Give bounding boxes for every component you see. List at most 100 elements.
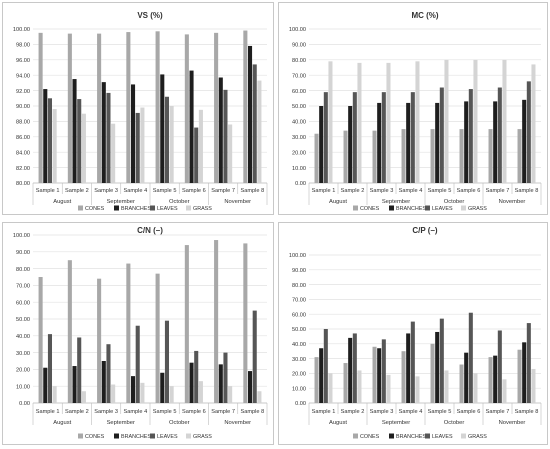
y-tick-label: 92.00 xyxy=(16,89,30,95)
chart-cp: C/P (–) 0.00 10.00 20.00 30.00 40.00 50.00 60.0… xyxy=(289,226,542,440)
legend-label: LEAVES xyxy=(157,206,178,212)
bar-leaves xyxy=(164,96,170,183)
bar-cones xyxy=(430,129,435,183)
bar-leaves xyxy=(410,321,415,403)
y-tick-label: 20.00 xyxy=(292,150,306,156)
bar-grass xyxy=(531,64,536,183)
bar-grass xyxy=(386,62,391,183)
bar-cones xyxy=(67,260,72,403)
legend-swatch xyxy=(186,433,191,439)
y-tick-label: 96.00 xyxy=(16,58,30,64)
bar-grass xyxy=(415,376,420,403)
x-tick-label: Sample 2 xyxy=(341,409,365,415)
x-tick-label: Sample 6 xyxy=(182,188,206,194)
legend-swatch xyxy=(389,433,394,439)
y-tick-label: 84.00 xyxy=(16,150,30,156)
x-tick-label: Sample 3 xyxy=(94,409,118,415)
legend-swatch xyxy=(425,205,430,211)
y-tick-label: 60.00 xyxy=(16,300,30,306)
legend-swatch xyxy=(186,205,191,211)
bar-branches xyxy=(72,79,77,183)
y-tick-label: 90.00 xyxy=(16,250,30,256)
bar-grass xyxy=(357,62,362,183)
bar-cones xyxy=(343,363,348,403)
bar-cones xyxy=(517,349,522,403)
bar-cones xyxy=(214,240,219,403)
bar-branches xyxy=(406,102,411,183)
legend-swatch xyxy=(389,205,394,211)
legend-label: CONES xyxy=(85,206,105,212)
x-tick-label: Sample 5 xyxy=(153,188,177,194)
bar-leaves xyxy=(47,334,53,403)
bar-cones xyxy=(372,346,377,403)
x-tick-label: Sample 5 xyxy=(428,188,452,194)
bar-leaves xyxy=(223,352,228,403)
bar-branches xyxy=(160,74,165,183)
y-tick-label: 86.00 xyxy=(16,135,30,141)
y-tick-label: 90.00 xyxy=(292,43,306,49)
bar-grass xyxy=(52,109,57,183)
legend-label: LEAVES xyxy=(432,206,453,212)
bar-grass xyxy=(140,107,145,183)
bar-branches xyxy=(464,101,469,183)
x-tick-label: Sample 7 xyxy=(486,188,510,194)
x-tick-label: Sample 1 xyxy=(312,409,336,415)
y-tick-label: 30.00 xyxy=(292,135,306,141)
bar-branches xyxy=(348,106,353,183)
bar-branches xyxy=(218,364,223,403)
bar-branches xyxy=(493,101,498,183)
bar-branches xyxy=(319,106,324,183)
legend-label: CONES xyxy=(360,434,380,440)
bar-grass xyxy=(198,381,203,403)
legend-label: CONES xyxy=(85,434,105,440)
bar-branches xyxy=(189,362,194,403)
group-label: August xyxy=(53,199,71,205)
x-tick-label: Sample 7 xyxy=(211,409,235,415)
bar-branches xyxy=(43,367,48,403)
x-tick-label: Sample 6 xyxy=(457,409,481,415)
bar-leaves xyxy=(468,312,473,403)
bar-cones xyxy=(459,364,464,403)
y-tick-label: 80.00 xyxy=(16,181,30,187)
group-label: August xyxy=(329,420,347,426)
bar-cones xyxy=(67,33,72,184)
bar-leaves xyxy=(194,127,199,183)
bar-branches xyxy=(189,70,194,183)
y-tick-label: 0.00 xyxy=(295,181,306,187)
group-label: October xyxy=(169,420,190,426)
bar-leaves xyxy=(135,112,140,183)
bar-branches xyxy=(377,102,382,183)
bar-cones xyxy=(155,31,160,184)
legend-swatch xyxy=(461,433,466,439)
bar-branches xyxy=(493,355,498,403)
bar-cones xyxy=(243,30,248,183)
x-tick-label: Sample 5 xyxy=(428,409,452,415)
bar-branches xyxy=(101,82,106,183)
y-tick-label: 10.00 xyxy=(292,166,306,172)
y-tick-label: 100.00 xyxy=(13,27,30,33)
x-tick-label: Sample 2 xyxy=(65,409,89,415)
bar-leaves xyxy=(252,310,257,403)
bar-branches xyxy=(72,366,77,403)
x-tick-label: Sample 3 xyxy=(370,188,394,194)
chart-panel-cn: C/N (–) 0.00 10.00 20.00 30.00 40.00 50.00 60.0… xyxy=(2,222,274,445)
bar-branches xyxy=(160,372,165,403)
bar-grass xyxy=(357,370,362,403)
y-tick-label: 10.00 xyxy=(16,384,30,390)
bar-cones xyxy=(314,133,319,183)
bar-leaves xyxy=(439,87,444,183)
bar-cones xyxy=(401,351,406,403)
bar-branches xyxy=(43,89,48,183)
bar-leaves xyxy=(252,64,257,183)
bar-leaves xyxy=(439,318,444,403)
group-label: September xyxy=(107,420,135,426)
bar-branches xyxy=(101,361,106,403)
group-label: September xyxy=(382,420,410,426)
bar-branches xyxy=(406,333,411,403)
bar-branches xyxy=(247,45,253,183)
bar-leaves xyxy=(77,337,82,403)
bar-cones xyxy=(372,130,377,183)
legend-label: GRASS xyxy=(193,206,212,212)
bar-leaves xyxy=(47,98,53,183)
bar-branches xyxy=(522,99,527,183)
